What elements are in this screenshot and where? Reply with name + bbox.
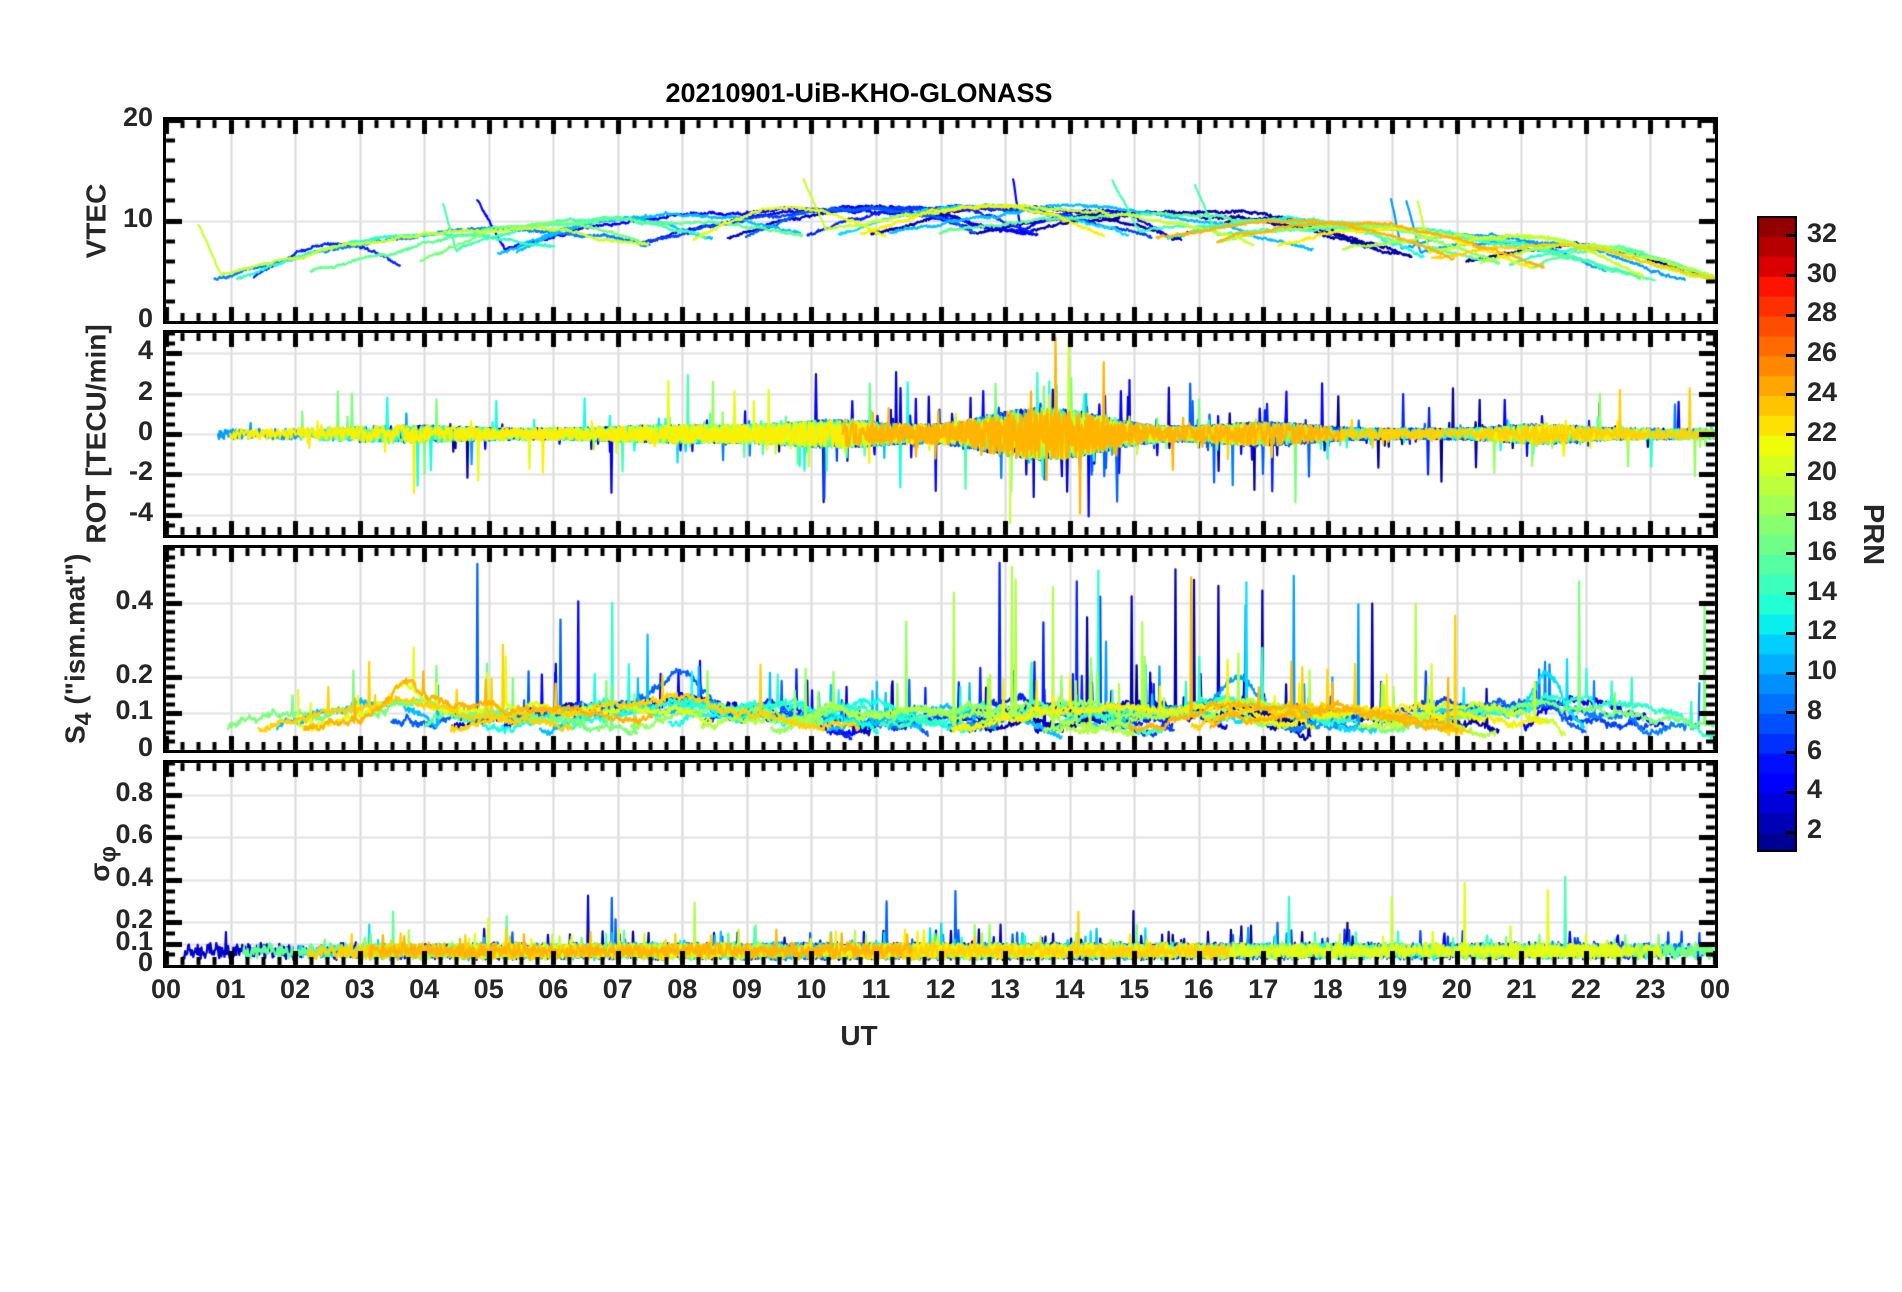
colorbar-tick-0 bbox=[1786, 830, 1797, 834]
x-tick-9: 09 bbox=[731, 974, 762, 1004]
x-tick-3: 03 bbox=[344, 974, 375, 1004]
x-tick-8: 08 bbox=[667, 974, 698, 1004]
y-axis-label-vtec: VTEC bbox=[79, 183, 111, 258]
colorbar-tick-1 bbox=[1786, 790, 1797, 794]
x-tick-17: 17 bbox=[1248, 974, 1279, 1004]
x-tick-22: 22 bbox=[1570, 974, 1601, 1004]
colorbar-tick-7 bbox=[1786, 552, 1797, 556]
colorbar-tick-8 bbox=[1786, 512, 1797, 516]
y-tick-s4-3: 0.4 bbox=[115, 585, 153, 616]
y-tick-sigma_phi-2: 0.2 bbox=[115, 904, 153, 935]
plot-panel-vtec bbox=[163, 117, 1718, 324]
y-tick-rot-1: -2 bbox=[128, 456, 153, 487]
colorbar-tick-13 bbox=[1786, 313, 1797, 317]
colorbar-tick-label-15: 32 bbox=[1807, 217, 1838, 248]
colorbar-tick-15 bbox=[1786, 234, 1797, 238]
colorbar-tick-9 bbox=[1786, 472, 1797, 476]
y-tick-rot-3: 2 bbox=[137, 375, 153, 406]
chart-title: 20210901-UiB-KHO-GLONASS bbox=[665, 78, 1053, 108]
y-tick-sigma_phi-4: 0.6 bbox=[115, 819, 153, 850]
colorbar-tick-label-6: 14 bbox=[1807, 575, 1838, 606]
plot-panel-rot bbox=[163, 330, 1718, 538]
colorbar-tick-label-12: 26 bbox=[1807, 337, 1838, 368]
y-tick-rot-4: 4 bbox=[137, 335, 153, 366]
x-tick-10: 10 bbox=[796, 974, 827, 1004]
plot-canvas-vtec bbox=[166, 120, 1715, 321]
x-tick-18: 18 bbox=[1312, 974, 1343, 1004]
prn-colorbar bbox=[1757, 216, 1797, 852]
plot-canvas-rot bbox=[166, 333, 1715, 535]
colorbar-tick-label-5: 12 bbox=[1807, 615, 1838, 646]
colorbar-tick-label-13: 28 bbox=[1807, 297, 1838, 328]
colorbar-tick-label-14: 30 bbox=[1807, 257, 1838, 288]
y-tick-s4-1: 0.1 bbox=[115, 695, 153, 726]
y-tick-vtec-2: 20 bbox=[122, 102, 153, 132]
x-tick-20: 20 bbox=[1441, 974, 1472, 1004]
y-tick-sigma_phi-1: 0.1 bbox=[115, 925, 153, 956]
colorbar-tick-12 bbox=[1786, 353, 1797, 357]
colorbar-tick-label-8: 18 bbox=[1807, 496, 1838, 527]
colorbar-tick-label-7: 16 bbox=[1807, 535, 1838, 566]
x-axis-label: UT bbox=[840, 1020, 878, 1051]
plot-canvas-s4 bbox=[166, 548, 1715, 750]
y-tick-rot-0: -4 bbox=[128, 496, 153, 527]
x-tick-24: 00 bbox=[1699, 974, 1731, 1004]
y-axis-label-sigma_phi: σφ bbox=[84, 845, 121, 882]
y-tick-vtec-1: 10 bbox=[122, 202, 153, 233]
x-tick-12: 12 bbox=[925, 974, 956, 1004]
x-tick-5: 05 bbox=[473, 974, 504, 1004]
x-tick-2: 02 bbox=[280, 974, 311, 1004]
colorbar-tick-label-4: 10 bbox=[1807, 655, 1838, 686]
plot-canvas-sigma_phi bbox=[166, 763, 1715, 965]
colorbar-tick-label-10: 22 bbox=[1807, 416, 1838, 447]
x-tick-7: 07 bbox=[602, 974, 633, 1004]
colorbar-tick-5 bbox=[1786, 631, 1797, 635]
x-tick-23: 23 bbox=[1635, 974, 1666, 1004]
colorbar-tick-2 bbox=[1786, 751, 1797, 755]
y-tick-s4-0: 0 bbox=[137, 732, 153, 762]
y-tick-rot-2: 0 bbox=[137, 416, 153, 446]
x-tick-16: 16 bbox=[1183, 974, 1214, 1004]
x-tick-0: 00 bbox=[150, 974, 182, 1004]
y-tick-vtec-0: 0 bbox=[137, 303, 153, 333]
x-tick-15: 15 bbox=[1119, 974, 1150, 1004]
x-tick-11: 11 bbox=[861, 974, 891, 1004]
y-tick-sigma_phi-0: 0 bbox=[137, 947, 153, 977]
colorbar-tick-label-0: 2 bbox=[1807, 814, 1823, 845]
colorbar-tick-11 bbox=[1786, 393, 1797, 397]
colorbar-axis-label: PRN bbox=[1856, 503, 1889, 565]
x-tick-19: 19 bbox=[1377, 974, 1408, 1004]
plot-panel-sigma_phi bbox=[163, 760, 1718, 968]
colorbar-tick-label-11: 24 bbox=[1807, 376, 1838, 407]
colorbar-tick-3 bbox=[1786, 711, 1797, 715]
colorbar-tick-4 bbox=[1786, 671, 1797, 675]
y-tick-sigma_phi-5: 0.8 bbox=[115, 776, 153, 807]
colorbar-tick-6 bbox=[1786, 592, 1797, 596]
x-tick-6: 06 bbox=[538, 974, 569, 1004]
colorbar-tick-label-9: 20 bbox=[1807, 456, 1838, 487]
x-tick-1: 01 bbox=[215, 974, 246, 1004]
x-tick-14: 14 bbox=[1054, 974, 1085, 1004]
colorbar-tick-label-3: 8 bbox=[1807, 694, 1823, 725]
x-tick-21: 21 bbox=[1506, 974, 1537, 1004]
y-tick-s4-2: 0.2 bbox=[115, 658, 153, 689]
colorbar-tick-label-2: 6 bbox=[1807, 734, 1823, 765]
plot-panel-s4 bbox=[163, 545, 1718, 753]
y-axis-label-s4: S4 ("ism.mat") bbox=[59, 553, 97, 745]
colorbar-tick-label-1: 4 bbox=[1807, 774, 1823, 805]
colorbar-tick-14 bbox=[1786, 274, 1797, 278]
x-tick-4: 04 bbox=[409, 974, 440, 1004]
x-tick-13: 13 bbox=[990, 974, 1021, 1004]
y-tick-sigma_phi-3: 0.4 bbox=[115, 861, 153, 892]
colorbar-tick-10 bbox=[1786, 433, 1797, 437]
y-axis-label-rot: ROT [TECU/min] bbox=[80, 324, 112, 544]
